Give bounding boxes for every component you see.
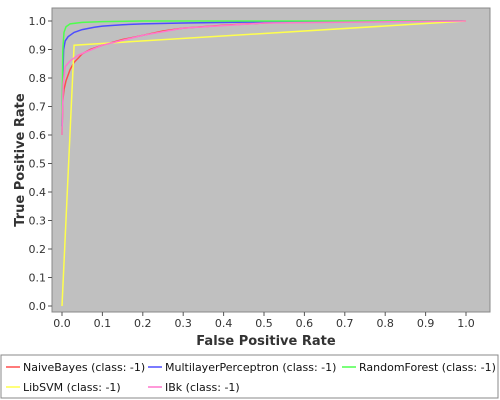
series-line-4 xyxy=(61,20,467,136)
plot-area xyxy=(51,7,491,313)
legend-label-0: NaiveBayes (class: -1) xyxy=(23,361,145,374)
series-line-2 xyxy=(61,20,466,136)
x-tick-label: 0.5 xyxy=(255,317,273,330)
y-axis: 0.0 0.1 0.2 0.3 0.4 0.5 0.6 0.7 0.8 0.9 1.0 xyxy=(29,15,52,313)
x-tick-label: 0.7 xyxy=(336,317,354,330)
series-line-3 xyxy=(61,20,467,307)
legend-label-1: MultilayerPerceptron (class: -1) xyxy=(165,361,336,374)
x-tick-label: 0.0 xyxy=(53,317,71,330)
y-tick-label: 0.2 xyxy=(29,243,47,256)
x-tick-label: 0.4 xyxy=(215,317,233,330)
y-tick-label: 0.4 xyxy=(29,186,47,199)
x-tick-label: 0.2 xyxy=(134,317,152,330)
y-tick-label: 0.1 xyxy=(29,272,47,285)
x-tick-label: 0.6 xyxy=(296,317,314,330)
y-tick-label: 0.8 xyxy=(29,72,47,85)
x-tick-label: 0.8 xyxy=(376,317,394,330)
legend-label-2: RandomForest (class: -1) xyxy=(359,361,496,374)
legend: NaiveBayes (class: -1) MultilayerPerceptr… xyxy=(6,361,496,394)
y-tick-label: 0.5 xyxy=(29,158,47,171)
y-tick-label: 0.0 xyxy=(29,300,47,313)
x-tick-label: 0.1 xyxy=(94,317,112,330)
legend-box xyxy=(0,354,499,399)
y-tick-label: 0.6 xyxy=(29,129,47,142)
series-line-1 xyxy=(61,20,467,127)
x-tick-label: 0.3 xyxy=(174,317,192,330)
y-tick-label: 0.3 xyxy=(29,215,47,228)
y-axis-title: True Positive Rate xyxy=(13,93,28,227)
y-tick-label: 0.7 xyxy=(29,101,47,114)
x-axis: 0.0 0.1 0.2 0.3 0.4 0.5 0.6 0.7 0.8 0.9 1.0 xyxy=(53,312,475,330)
x-tick-label: 0.9 xyxy=(417,317,435,330)
y-tick-label: 1.0 xyxy=(29,15,47,28)
y-tick-label: 0.9 xyxy=(29,44,47,57)
x-axis-title: False Positive Rate xyxy=(196,334,336,349)
legend-label-4: IBk (class: -1) xyxy=(165,381,240,394)
series-lines xyxy=(61,20,467,307)
legend-label-3: LibSVM (class: -1) xyxy=(23,381,121,394)
x-tick-label: 1.0 xyxy=(457,317,475,330)
